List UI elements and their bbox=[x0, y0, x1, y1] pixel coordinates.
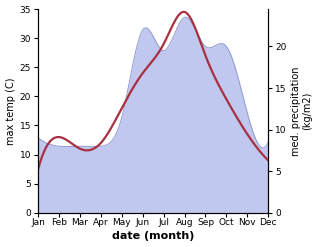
X-axis label: date (month): date (month) bbox=[112, 231, 194, 242]
Y-axis label: max temp (C): max temp (C) bbox=[5, 77, 16, 145]
Y-axis label: med. precipitation
(kg/m2): med. precipitation (kg/m2) bbox=[291, 66, 313, 156]
